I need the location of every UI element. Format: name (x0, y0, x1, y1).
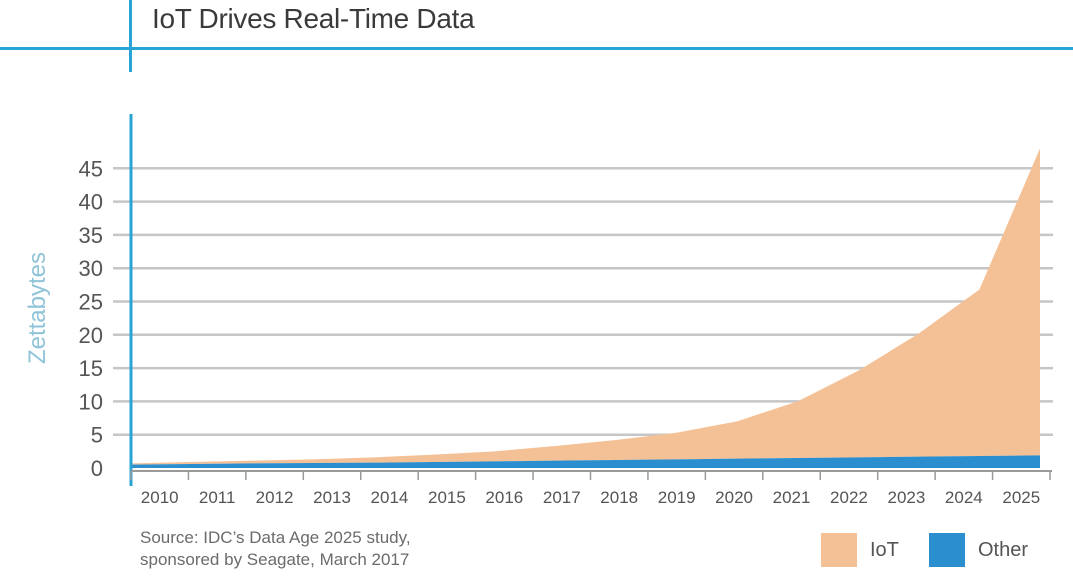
area-series (131, 148, 1040, 468)
y-tick-label-10: 10 (79, 389, 103, 414)
legend-swatch-iot (821, 533, 857, 567)
x-tick-label-2021: 2021 (773, 488, 811, 507)
y-tick-label-40: 40 (79, 190, 103, 215)
x-tick-label-2016: 2016 (485, 488, 523, 507)
source-line-2: sponsored by Seagate, March 2017 (140, 550, 410, 569)
x-tick-label-2019: 2019 (658, 488, 696, 507)
y-tick-label-0: 0 (91, 456, 103, 481)
y-tick-label-45: 45 (79, 156, 103, 181)
x-tick-label-2014: 2014 (371, 488, 409, 507)
x-tick-label-2010: 2010 (141, 488, 179, 507)
source-note: Source: IDC’s Data Age 2025 study, spons… (140, 527, 411, 571)
x-tick-label-2018: 2018 (600, 488, 638, 507)
header-divider (0, 47, 1073, 50)
x-tick-label-2017: 2017 (543, 488, 581, 507)
legend-item-other: Other (929, 533, 1028, 567)
y-tick-labels: 0 5 10 15 20 25 30 35 40 45 (79, 156, 103, 481)
y-tick-label-35: 35 (79, 223, 103, 248)
x-tick-label-2011: 2011 (199, 488, 236, 507)
x-tick-label-2022: 2022 (830, 488, 868, 507)
source-line-1: Source: IDC’s Data Age 2025 study, (140, 528, 411, 547)
x-tick-label-2012: 2012 (256, 488, 294, 507)
legend-swatch-other (929, 533, 965, 567)
axes (129, 114, 1052, 486)
x-tick-label-2013: 2013 (313, 488, 351, 507)
x-tick-label-2015: 2015 (428, 488, 466, 507)
y-tick-label-30: 30 (79, 256, 103, 281)
y-tick-label-20: 20 (79, 323, 103, 348)
legend-label-other: Other (978, 538, 1029, 561)
y-tick-label-15: 15 (79, 356, 103, 381)
area-iot (131, 148, 1040, 465)
x-tick-labels: 2010 2011 2012 2013 2014 2015 2016 2017 2018 2019… (141, 488, 1040, 507)
y-tick-label-25: 25 (79, 290, 103, 315)
page-title: IoT Drives Real-Time Data (152, 3, 475, 34)
x-tick-label-2025: 2025 (1002, 488, 1040, 507)
area-other (131, 455, 1040, 468)
header-accent-bar (129, 0, 132, 72)
y-axis-label: Zettabytes (24, 252, 51, 364)
x-tick-label-2023: 2023 (887, 488, 925, 507)
x-tick-label-2020: 2020 (715, 488, 753, 507)
y-tick-label-5: 5 (91, 423, 103, 448)
legend-label-iot: IoT (870, 538, 899, 561)
legend-item-iot: IoT (821, 533, 899, 567)
x-tick-label-2024: 2024 (945, 488, 983, 507)
